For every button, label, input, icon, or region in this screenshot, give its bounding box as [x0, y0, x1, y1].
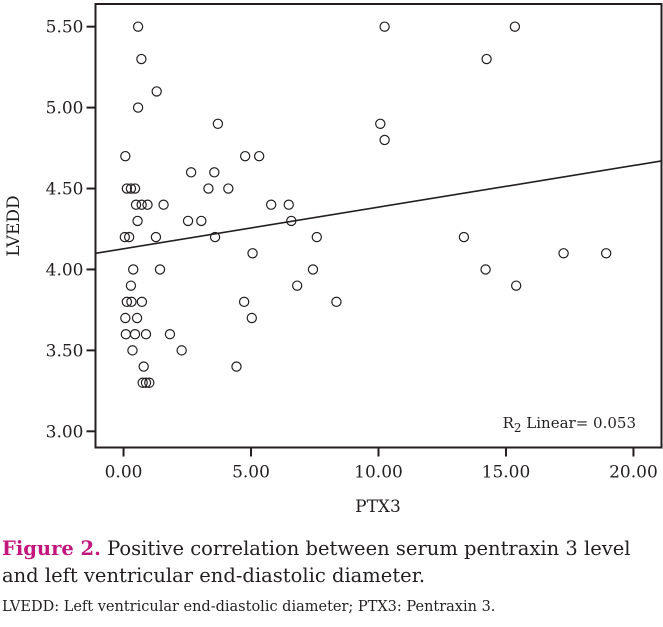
data-point	[119, 231, 131, 243]
y-tick-label: 5.00	[46, 99, 84, 119]
data-point	[129, 328, 141, 340]
r-squared-subscript: 2	[514, 421, 522, 435]
data-point	[125, 280, 137, 291]
data-point	[176, 345, 187, 356]
data-point	[158, 199, 169, 210]
data-point	[291, 280, 303, 291]
regression-line-group	[95, 160, 662, 255]
data-point	[223, 183, 234, 194]
data-point	[128, 264, 139, 275]
y-axis-label: LVEDD	[4, 195, 24, 256]
data-point	[480, 264, 491, 275]
x-tick-label: 5.00	[232, 463, 270, 483]
data-point	[246, 312, 257, 324]
data-point	[239, 150, 251, 162]
x-tick-label: 15.00	[482, 463, 531, 483]
data-point	[509, 21, 521, 32]
plot-frame	[94, 3, 663, 449]
data-point	[132, 21, 144, 32]
data-point	[265, 199, 277, 210]
data-point	[510, 280, 522, 291]
data-point	[212, 118, 224, 129]
r-squared-main: R	[503, 414, 515, 432]
y-tick-label: 4.50	[46, 180, 84, 200]
data-point	[375, 118, 386, 129]
r-squared-annotation: R2 Linear= 0.053	[503, 414, 636, 435]
x-axis-label: PTX3	[355, 497, 401, 517]
data-point	[238, 296, 250, 308]
data-point	[121, 183, 133, 194]
data-point	[137, 377, 148, 388]
data-points	[119, 21, 612, 388]
data-point	[286, 215, 297, 227]
data-point	[154, 264, 166, 275]
data-point	[558, 248, 569, 259]
figure-label: Figure 2.	[2, 537, 101, 560]
data-point	[126, 296, 137, 308]
data-point	[151, 86, 162, 97]
data-point	[209, 231, 221, 243]
data-point	[247, 248, 258, 259]
data-point	[253, 150, 265, 162]
figure-caption: Figure 2. Positive correlation between s…	[2, 535, 662, 589]
regression-line	[95, 160, 662, 255]
data-point	[123, 231, 135, 243]
x-tick-label: 10.00	[354, 463, 403, 483]
y-axis: 3.00 3.50 4.00 4.50 5.00 5.50	[46, 18, 96, 442]
data-point	[132, 215, 143, 227]
data-point	[209, 167, 220, 178]
data-point	[379, 134, 390, 146]
data-point	[203, 183, 214, 194]
data-point	[127, 345, 138, 356]
data-point	[142, 199, 153, 210]
data-point	[311, 231, 323, 243]
figure-footnote: LVEDD: Left ventricular end-diastolic di…	[2, 599, 496, 615]
data-point	[481, 53, 492, 65]
data-point	[120, 312, 131, 324]
data-point	[132, 102, 144, 113]
data-point	[331, 296, 342, 308]
data-point	[140, 377, 152, 388]
data-point	[131, 312, 143, 324]
data-point	[121, 296, 133, 308]
data-point	[136, 296, 148, 308]
y-tick-label: 3.50	[46, 341, 84, 361]
data-point	[140, 328, 152, 340]
data-point	[129, 183, 141, 194]
data-point	[196, 215, 207, 227]
data-point	[600, 248, 612, 259]
data-point	[458, 231, 470, 243]
data-point	[136, 199, 147, 210]
data-point	[307, 264, 319, 275]
x-axis: 0.00 5.00 10.00 15.00 20.00	[105, 447, 658, 483]
data-point	[150, 231, 162, 243]
data-point	[379, 21, 390, 32]
data-point	[164, 328, 176, 340]
data-point	[120, 150, 131, 162]
caption-text: Positive correlation between serum pentr…	[2, 537, 631, 587]
data-point	[136, 53, 147, 65]
data-point	[144, 377, 155, 388]
data-point	[138, 361, 149, 372]
x-tick-label: 20.00	[609, 463, 658, 483]
data-point	[125, 183, 137, 194]
data-point	[283, 199, 294, 210]
y-tick-label: 5.50	[46, 18, 84, 38]
y-tick-label: 3.00	[46, 422, 84, 442]
data-point	[130, 199, 142, 210]
data-point	[185, 167, 197, 178]
scatter-chart: 0.00 5.00 10.00 15.00 20.00 3.00 3.50 4.00 4.50…	[4, 3, 663, 517]
data-point	[231, 361, 242, 372]
data-point	[182, 215, 194, 227]
r-squared-value: Linear= 0.053	[522, 414, 636, 432]
x-tick-label: 0.00	[105, 463, 143, 483]
y-tick-label: 4.00	[46, 260, 84, 280]
